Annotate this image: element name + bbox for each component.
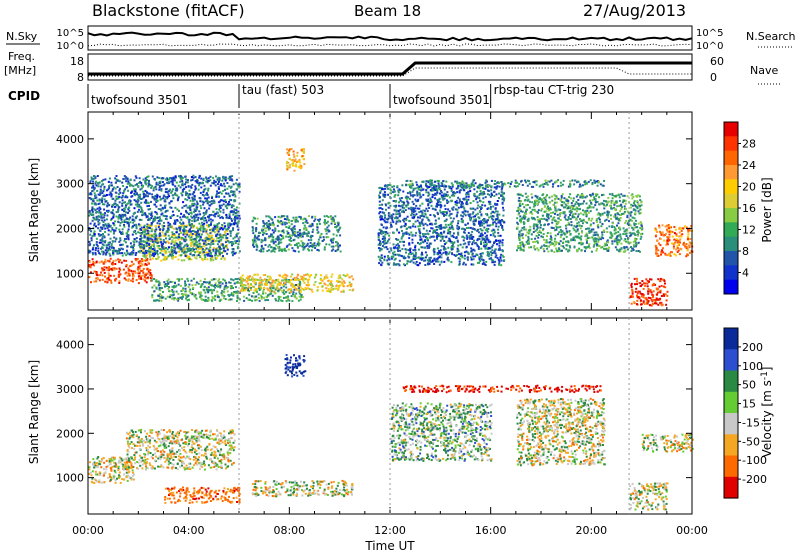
noise-left-tick-top: 10^5	[57, 28, 84, 39]
cb-vel-tick-7: -200	[742, 473, 767, 486]
beam-title: Beam 18	[354, 2, 421, 20]
cb-power-swatch-3	[724, 165, 738, 180]
cpid-segment-0: twofsound 3501	[91, 93, 188, 107]
freq-unit-label: [MHz]	[4, 64, 36, 77]
cpid-segment-1: tau (fast) 503	[242, 83, 324, 97]
cb-vel-swatch-3	[724, 392, 738, 414]
velocity-label-main: Velocity [m s	[760, 380, 774, 457]
cpid-label: CPID	[8, 89, 40, 103]
cb-power-tick-1: 24	[742, 159, 756, 172]
cb-vel-tick-4: -15	[742, 416, 760, 429]
cpid-segment-2: twofsound 3501	[393, 93, 490, 107]
cb-vel-tick-5: -50	[742, 435, 760, 448]
power-colorbar-label: Power [dB]	[760, 177, 774, 242]
noise-right-tick-bottom: 10^0	[696, 41, 723, 52]
nsearch-line	[88, 44, 692, 46]
ytick-label-1-2: 3000	[56, 383, 84, 396]
station-title: Blackstone (fitACF)	[92, 1, 245, 20]
ytick-label-0-1: 2000	[56, 222, 84, 235]
power-ylabel: Slant Range [km]	[27, 158, 41, 262]
nsky-line	[88, 33, 692, 41]
cb-vel-swatch-7	[724, 477, 738, 499]
nsearch-label: N.Search	[746, 30, 796, 43]
cb-vel-tick-2: 50	[742, 379, 756, 392]
ytick-label-1-1: 2000	[56, 427, 84, 440]
cb-power-tick-3: 16	[742, 202, 756, 215]
cb-power-tick-0: 28	[742, 138, 756, 151]
freq-left-tick-top: 18	[70, 55, 84, 68]
freq-label: Freq.	[8, 50, 35, 63]
xtick-label-0: 00:00	[72, 524, 104, 537]
cb-power-swatch-9	[724, 251, 738, 266]
cpid-segments: twofsound 3501 tau (fast) 503 twofsound 35…	[88, 83, 614, 108]
ytick-label-0-2: 3000	[56, 178, 84, 191]
ytick-label-0-3: 4000	[56, 133, 84, 146]
velocity-label-end: ]	[760, 367, 774, 372]
cb-power-swatch-6	[724, 208, 738, 223]
cb-vel-tick-0: 200	[742, 341, 763, 354]
ytick-label-0-0: 1000	[56, 267, 84, 280]
cb-power-swatch-7	[724, 222, 738, 237]
cb-power-tick-2: 20	[742, 181, 756, 194]
velocity-ylabel: Slant Range [km]	[27, 360, 41, 464]
cb-power-swatch-4	[724, 179, 738, 194]
nave-label: Nave	[750, 64, 778, 77]
freq-left-tick-bottom: 8	[77, 71, 84, 84]
cb-power-swatch-2	[724, 151, 738, 166]
cb-power-tick-5: 8	[742, 245, 749, 258]
date-title: 27/Aug/2013	[583, 1, 686, 20]
freq-right-tick-bottom: 0	[710, 71, 717, 84]
power-colorbar: 28 24 20 16 12 8 4	[724, 122, 756, 295]
nsky-label: N.Sky	[6, 30, 38, 43]
velocity-colorbar-label: Velocity [m s-1]	[760, 367, 774, 458]
power-panel	[88, 112, 693, 310]
ytick-label-1-0: 1000	[56, 472, 84, 485]
cb-vel-tick-3: 15	[742, 398, 756, 411]
cb-power-tick-4: 12	[742, 224, 756, 237]
cb-power-swatch-8	[724, 237, 738, 252]
noise-left-tick-bottom: 10^0	[57, 41, 84, 52]
xtick-label-1: 04:00	[173, 524, 205, 537]
cb-power-swatch-0	[724, 122, 738, 137]
cb-vel-swatch-1	[724, 349, 738, 371]
cb-vel-swatch-4	[724, 413, 738, 435]
noise-right-tick-top: 10^5	[696, 28, 723, 39]
xtick-label-5: 20:00	[575, 524, 607, 537]
cb-power-tick-6: 4	[742, 267, 749, 280]
cb-vel-swatch-0	[724, 328, 738, 350]
xtick-label-2: 08:00	[273, 524, 305, 537]
xaxis-label: Time UT	[364, 539, 415, 553]
cb-vel-swatch-5	[724, 434, 738, 456]
xtick-label-6: 00:00	[676, 524, 708, 537]
cb-power-swatch-1	[724, 136, 738, 151]
xtick-label-3: 12:00	[374, 524, 406, 537]
velocity-panel	[88, 318, 694, 514]
cb-vel-swatch-2	[724, 371, 738, 393]
cb-vel-swatch-6	[724, 456, 738, 478]
cb-power-swatch-10	[724, 265, 738, 280]
cb-power-swatch-5	[724, 194, 738, 209]
freq-right-tick-top: 60	[710, 55, 724, 68]
freq-line	[88, 63, 692, 74]
velocity-label-sup: -1	[760, 371, 770, 380]
ytick-label-1-3: 4000	[56, 339, 84, 352]
cpid-segment-3: rbsp-tau CT-trig 230	[494, 83, 614, 97]
cb-power-swatch-11	[724, 280, 738, 295]
xtick-label-4: 16:00	[475, 524, 507, 537]
